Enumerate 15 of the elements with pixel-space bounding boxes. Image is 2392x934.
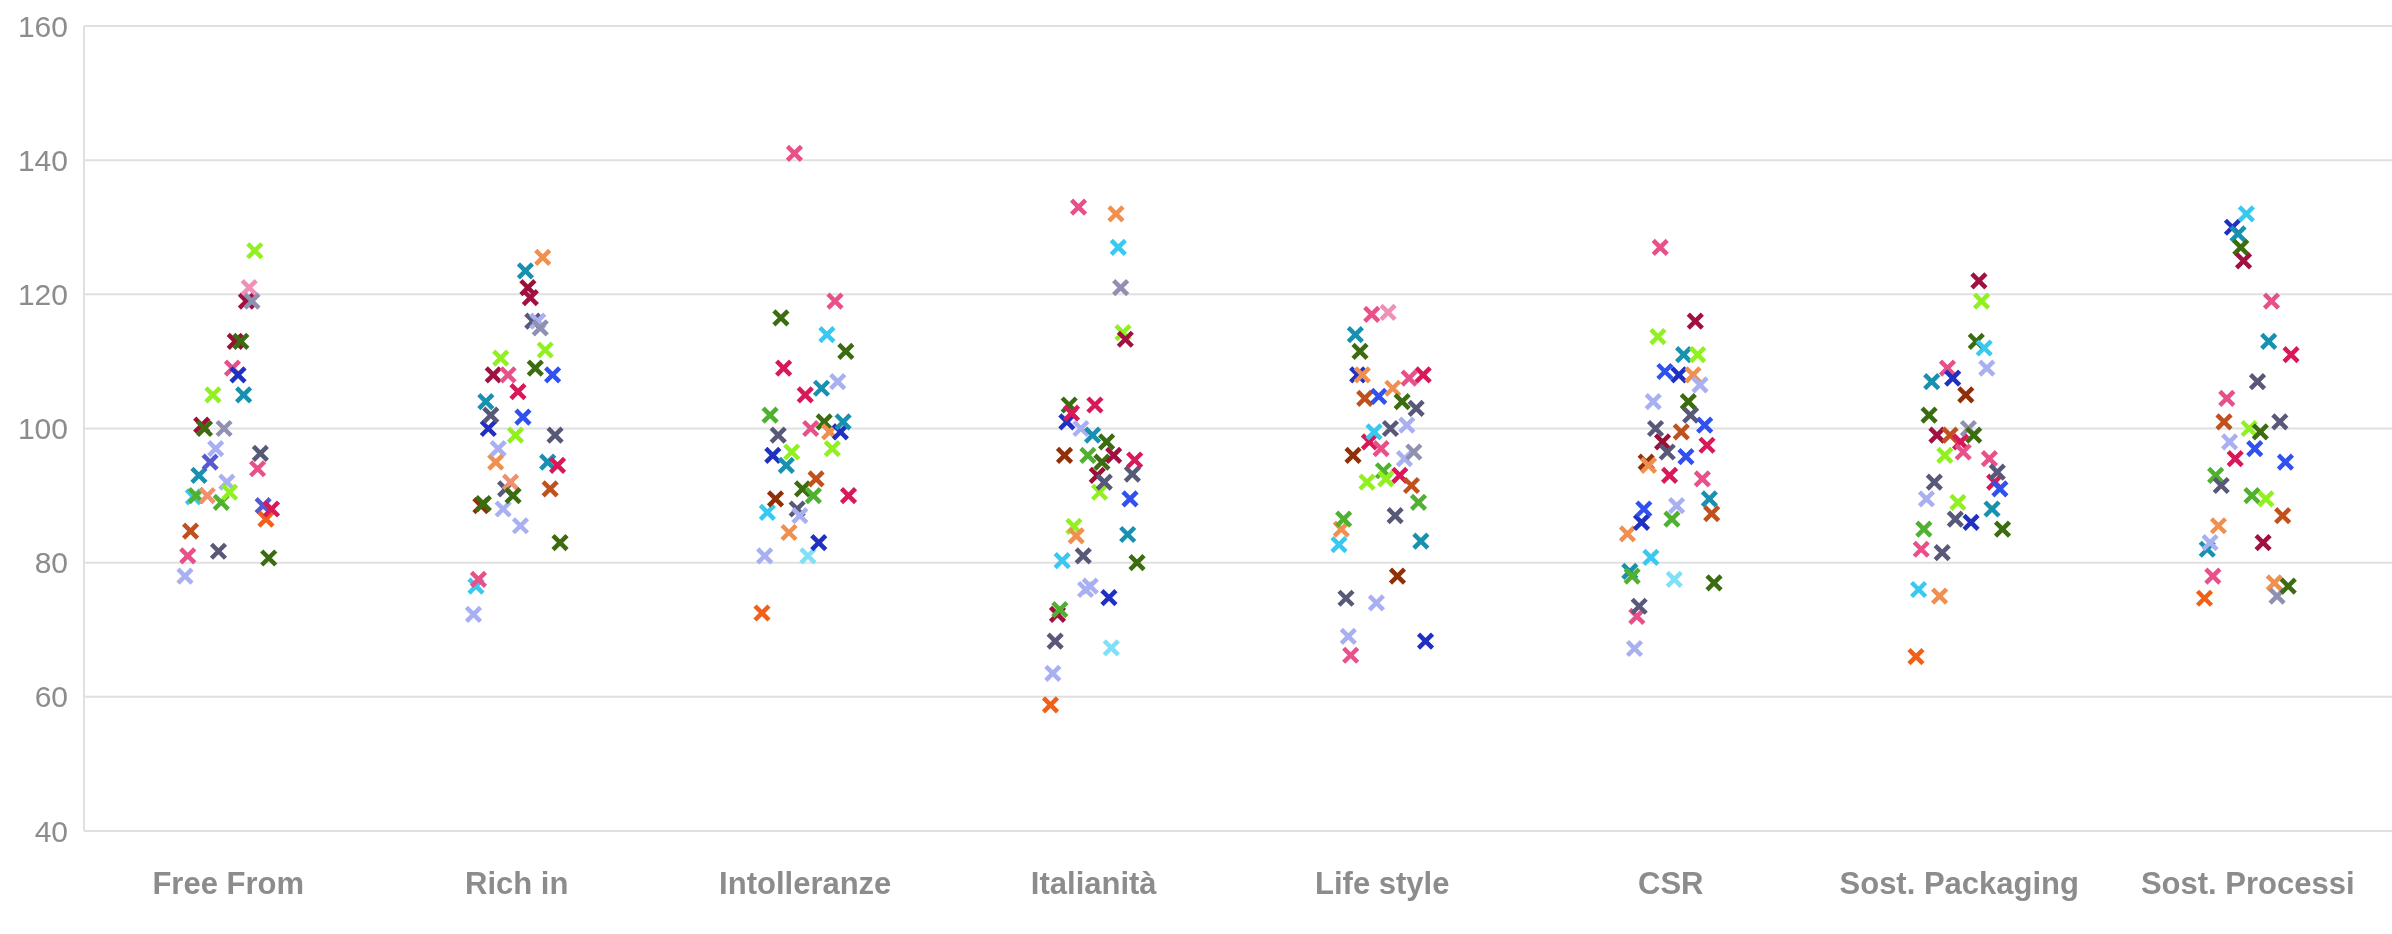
x-tick-label: Rich in: [465, 866, 569, 901]
x-tick-label: Free From: [152, 866, 305, 901]
y-tick-label: 100: [17, 412, 68, 445]
x-tick-label: CSR: [1638, 866, 1704, 901]
x-tick-label: Sost. Packaging: [1839, 866, 2079, 901]
y-tick-label: 60: [34, 680, 68, 714]
y-tick-label: 40: [34, 814, 68, 848]
y-tick-label: 80: [34, 546, 68, 580]
y-tick-label: 120: [17, 277, 68, 311]
x-tick-label: Life style: [1315, 866, 1450, 901]
x-tick-label: Sost. Processi: [2140, 866, 2355, 901]
x-tick-label: Intolleranze: [719, 866, 892, 901]
x-tick-label: Italianità: [1030, 866, 1158, 901]
y-tick-label: 160: [17, 9, 68, 43]
y-tick-label: 140: [17, 143, 68, 177]
